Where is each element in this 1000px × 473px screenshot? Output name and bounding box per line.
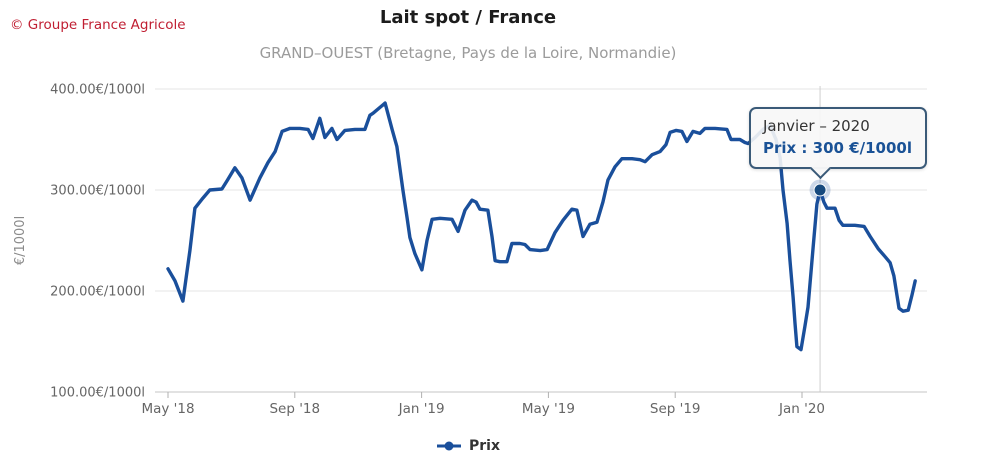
tooltip: Janvier – 2020 Prix : 300 €/1000l (749, 107, 927, 179)
y-axis-label: 200.00€/1000l (50, 285, 145, 300)
y-axis-title: €/1000l (13, 216, 28, 265)
x-axis-label: Sep '18 (269, 401, 320, 417)
legend-label: Prix (469, 438, 500, 454)
x-axis-label: Sep '19 (650, 401, 701, 417)
tooltip-date: Janvier – 2020 (763, 117, 870, 135)
chart-subtitle: GRAND–OUEST (Bretagne, Pays de la Loire,… (259, 44, 677, 62)
x-axis-label: May '18 (141, 401, 194, 417)
legend-item-prix[interactable]: Prix (436, 438, 500, 454)
highlighted-point[interactable] (813, 183, 827, 197)
y-axis-label: 300.00€/1000l (50, 184, 145, 199)
x-axis-label: Jan '20 (778, 401, 825, 417)
credit-text: © Groupe France Agricole (10, 17, 186, 33)
x-axis-label: Jan '19 (398, 401, 445, 417)
y-axis-label: 100.00€/1000l (50, 386, 145, 401)
chart-title: Lait spot / France (379, 7, 557, 28)
legend-line-marker-icon (437, 441, 461, 451)
legend: Prix (0, 438, 936, 454)
tooltip-price: Prix : 300 €/1000l (763, 139, 912, 157)
y-axis-label: 400.00€/1000l (50, 83, 145, 98)
x-axis-label: May '19 (522, 401, 575, 417)
series-line-prix[interactable] (166, 101, 917, 352)
